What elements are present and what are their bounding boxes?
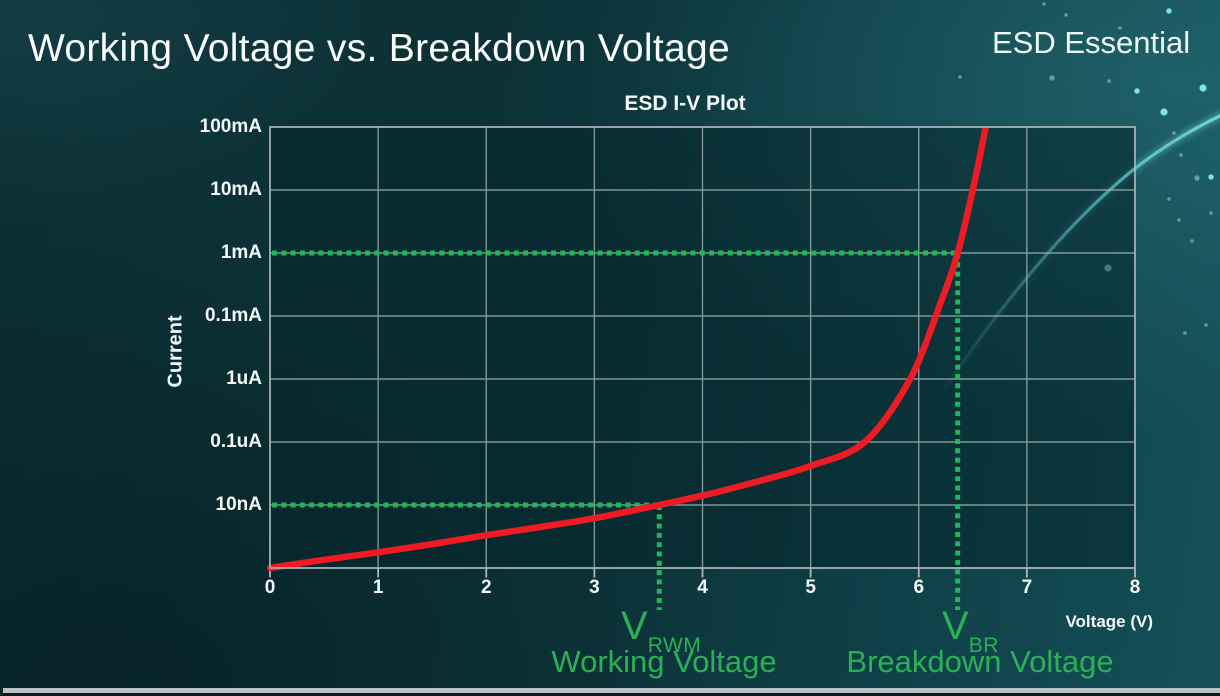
star-dot bbox=[1107, 79, 1111, 83]
marker-lines bbox=[272, 250, 961, 610]
chart-title: ESD I-V Plot bbox=[624, 92, 746, 115]
vbr-symbol-letter: V bbox=[942, 604, 969, 648]
x-tick-label: 2 bbox=[480, 577, 492, 598]
x-tick-label: 4 bbox=[697, 577, 708, 598]
star-dot bbox=[958, 75, 962, 79]
iv-curve bbox=[267, 127, 990, 572]
star-dot bbox=[1118, 26, 1122, 30]
x-tick-label: 3 bbox=[589, 577, 600, 598]
vbr-symbol-subscript: BR bbox=[968, 634, 999, 657]
x-tick-label: 0 bbox=[264, 577, 276, 598]
star-dot bbox=[1160, 108, 1168, 116]
y-tick-label: 1mA bbox=[220, 242, 262, 263]
background-swoosh bbox=[938, 114, 1220, 398]
y-tick-label: 0.1mA bbox=[204, 305, 262, 326]
x-tick-label: 5 bbox=[805, 577, 816, 598]
vrwm-symbol-letter: V bbox=[621, 604, 648, 648]
y-tick-label: 10mA bbox=[210, 179, 262, 200]
star-dot bbox=[1134, 88, 1140, 94]
x-tick-label: 7 bbox=[1021, 577, 1033, 598]
y-tick-label: 10nA bbox=[215, 494, 262, 515]
y-tick-label: 100mA bbox=[199, 116, 262, 137]
star-dot bbox=[1209, 211, 1213, 215]
x-tick-label: 1 bbox=[372, 577, 384, 598]
star-dot bbox=[1042, 2, 1046, 6]
vrwm-symbol: VRWM bbox=[621, 604, 701, 657]
star-dot bbox=[1049, 75, 1055, 81]
star-dot bbox=[1190, 239, 1194, 243]
y-tick-label: 0.1uA bbox=[210, 431, 262, 452]
y-tick-label: 1uA bbox=[226, 368, 262, 389]
star-dot bbox=[1179, 153, 1183, 157]
star-dot bbox=[1183, 331, 1187, 335]
brand-text: ESD Essential bbox=[992, 25, 1191, 60]
star-dot bbox=[1172, 131, 1176, 135]
star-dot bbox=[1166, 8, 1172, 14]
star-dot bbox=[1177, 218, 1181, 222]
bottom-bar-shadow bbox=[3, 693, 1220, 696]
slide-title: Working Voltage vs. Breakdown Voltage bbox=[28, 27, 730, 70]
star-dot bbox=[1194, 175, 1200, 181]
star-dot bbox=[1208, 174, 1214, 180]
x-axis-ticks bbox=[269, 568, 1136, 578]
bottom-progress-bar bbox=[3, 688, 1220, 693]
star-dot bbox=[1167, 197, 1171, 201]
star-dot bbox=[1204, 323, 1208, 327]
x-tick-label: 8 bbox=[1129, 577, 1141, 598]
plot-border bbox=[269, 126, 1136, 569]
star-dot bbox=[1199, 84, 1207, 92]
x-axis-label: Voltage (V) bbox=[1065, 612, 1153, 631]
breakdown-voltage-caption: Breakdown Voltage bbox=[846, 644, 1114, 679]
vbr-symbol: VBR bbox=[942, 604, 999, 657]
star-dot bbox=[1064, 13, 1068, 17]
x-tick-label: 6 bbox=[913, 577, 925, 598]
vrwm-symbol-subscript: RWM bbox=[647, 634, 702, 657]
working-voltage-caption: Working Voltage bbox=[551, 644, 777, 679]
